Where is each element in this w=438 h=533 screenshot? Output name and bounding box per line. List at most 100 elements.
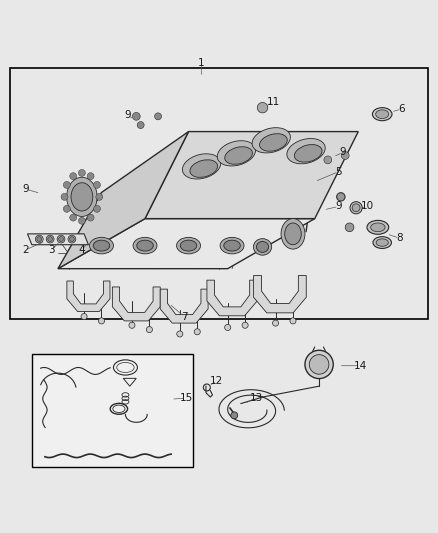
Ellipse shape: [376, 110, 389, 118]
Bar: [32, 353, 193, 467]
Polygon shape: [207, 280, 257, 316]
Ellipse shape: [217, 141, 256, 166]
Ellipse shape: [294, 144, 322, 162]
Circle shape: [99, 318, 105, 324]
Ellipse shape: [371, 223, 385, 232]
Ellipse shape: [180, 240, 197, 251]
Ellipse shape: [70, 237, 74, 241]
Circle shape: [78, 217, 85, 224]
Text: 9: 9: [340, 148, 346, 157]
Circle shape: [146, 327, 152, 333]
Circle shape: [352, 204, 360, 212]
Polygon shape: [113, 287, 160, 321]
Ellipse shape: [182, 154, 221, 179]
Text: 5: 5: [336, 167, 342, 176]
Circle shape: [242, 322, 248, 328]
Text: 8: 8: [396, 233, 403, 243]
Ellipse shape: [59, 237, 64, 241]
Polygon shape: [28, 234, 88, 245]
Circle shape: [194, 329, 200, 335]
Circle shape: [324, 156, 332, 164]
Bar: [10, 68, 428, 319]
Ellipse shape: [372, 108, 392, 120]
Circle shape: [93, 205, 100, 212]
Ellipse shape: [305, 350, 333, 378]
Text: 9: 9: [336, 201, 342, 212]
Ellipse shape: [71, 183, 93, 211]
Text: 13: 13: [249, 393, 263, 403]
Ellipse shape: [287, 139, 325, 164]
Text: 1: 1: [198, 58, 205, 68]
Ellipse shape: [225, 147, 252, 164]
Circle shape: [64, 181, 71, 188]
Circle shape: [87, 214, 94, 221]
Circle shape: [290, 318, 296, 324]
Polygon shape: [58, 132, 188, 269]
Polygon shape: [254, 276, 306, 313]
Text: 9: 9: [22, 184, 28, 194]
Circle shape: [87, 173, 94, 180]
Circle shape: [272, 320, 279, 326]
Circle shape: [341, 151, 349, 159]
Ellipse shape: [137, 240, 153, 251]
Ellipse shape: [256, 241, 268, 252]
Circle shape: [70, 173, 77, 180]
Ellipse shape: [309, 354, 329, 374]
Circle shape: [257, 102, 268, 113]
Ellipse shape: [35, 235, 43, 243]
Ellipse shape: [93, 240, 110, 251]
Text: 2: 2: [22, 245, 28, 255]
Ellipse shape: [177, 237, 201, 254]
Ellipse shape: [37, 237, 42, 241]
Ellipse shape: [373, 237, 392, 248]
Text: 3: 3: [48, 245, 55, 255]
Ellipse shape: [68, 235, 76, 243]
Ellipse shape: [220, 237, 244, 254]
Ellipse shape: [57, 235, 65, 243]
Circle shape: [64, 205, 71, 212]
Ellipse shape: [89, 237, 113, 254]
Ellipse shape: [224, 240, 240, 251]
Circle shape: [137, 122, 144, 128]
Circle shape: [61, 193, 68, 200]
Text: 4: 4: [78, 245, 85, 255]
Ellipse shape: [285, 223, 301, 245]
Ellipse shape: [281, 219, 305, 249]
Polygon shape: [67, 281, 110, 312]
Circle shape: [155, 113, 162, 120]
Ellipse shape: [252, 128, 290, 153]
Circle shape: [78, 169, 85, 176]
Text: 14: 14: [354, 361, 367, 371]
Circle shape: [129, 322, 135, 328]
Text: 7: 7: [181, 312, 187, 321]
Circle shape: [345, 223, 354, 232]
Text: 9: 9: [124, 110, 131, 120]
Text: 6: 6: [399, 104, 405, 114]
Text: 15: 15: [180, 393, 193, 403]
Circle shape: [337, 193, 345, 201]
Ellipse shape: [253, 239, 272, 255]
Polygon shape: [160, 289, 208, 323]
Circle shape: [336, 192, 345, 201]
Circle shape: [225, 325, 231, 330]
Text: 11: 11: [267, 97, 280, 107]
Circle shape: [93, 181, 100, 188]
Circle shape: [132, 112, 140, 120]
Circle shape: [81, 313, 87, 320]
Circle shape: [231, 412, 238, 419]
Ellipse shape: [48, 237, 53, 241]
Ellipse shape: [376, 239, 389, 246]
Polygon shape: [145, 132, 358, 219]
Ellipse shape: [190, 160, 218, 177]
Polygon shape: [58, 219, 315, 269]
Ellipse shape: [367, 220, 389, 235]
Ellipse shape: [67, 177, 97, 216]
Circle shape: [350, 201, 362, 214]
Text: 10: 10: [360, 201, 374, 212]
Ellipse shape: [260, 134, 287, 151]
Ellipse shape: [133, 237, 157, 254]
Circle shape: [96, 193, 103, 200]
Ellipse shape: [46, 235, 54, 243]
Circle shape: [177, 331, 183, 337]
Circle shape: [70, 214, 77, 221]
